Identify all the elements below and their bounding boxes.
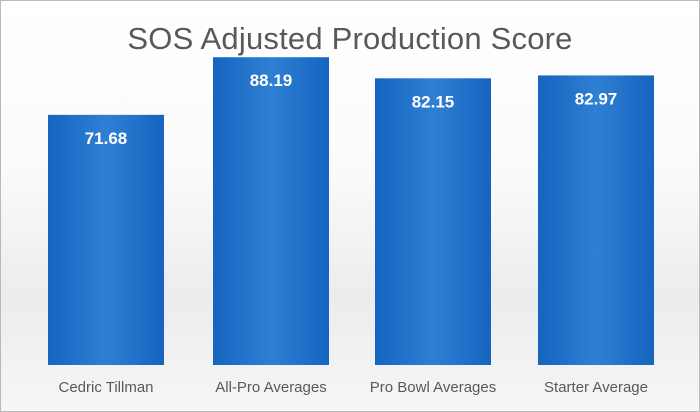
bar-4: [538, 75, 654, 366]
x-tick-label-4: Starter Average: [544, 379, 648, 396]
x-tick-label-1: Cedric Tillman: [58, 379, 153, 396]
x-tick-label-3: Pro Bowl Averages: [370, 379, 496, 396]
data-label-4: 82.97: [575, 89, 618, 108]
data-label-3: 82.15: [412, 92, 455, 111]
bar-2: [213, 57, 329, 366]
bar-1: [48, 114, 164, 366]
x-tick-label-2: All-Pro Averages: [215, 379, 326, 396]
data-label-1: 71.68: [85, 129, 128, 148]
bar-3: [375, 78, 491, 365]
chart-title: SOS Adjusted Production Score: [127, 21, 573, 56]
data-label-2: 88.19: [250, 71, 293, 90]
